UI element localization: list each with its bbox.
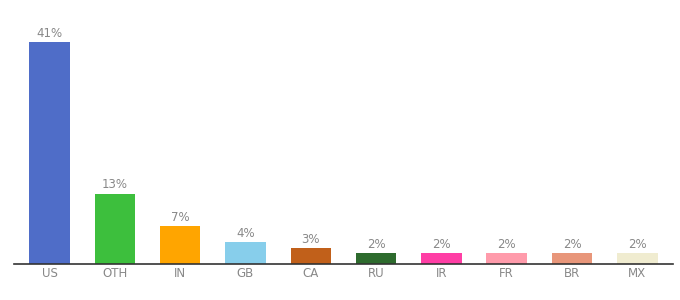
Text: 13%: 13%	[102, 178, 128, 191]
Text: 41%: 41%	[37, 27, 63, 40]
Bar	[551, 253, 592, 264]
Bar	[29, 42, 70, 264]
Text: 7%: 7%	[171, 211, 190, 224]
Bar	[617, 253, 658, 264]
Bar	[160, 226, 201, 264]
Text: 3%: 3%	[301, 232, 320, 246]
Text: 2%: 2%	[628, 238, 647, 251]
Bar	[225, 242, 266, 264]
Bar	[486, 253, 527, 264]
Text: 4%: 4%	[236, 227, 255, 240]
Text: 2%: 2%	[497, 238, 516, 251]
Bar	[290, 248, 331, 264]
Text: 2%: 2%	[367, 238, 386, 251]
Bar	[356, 253, 396, 264]
Bar	[95, 194, 135, 264]
Text: 2%: 2%	[432, 238, 451, 251]
Bar	[421, 253, 462, 264]
Text: 2%: 2%	[562, 238, 581, 251]
